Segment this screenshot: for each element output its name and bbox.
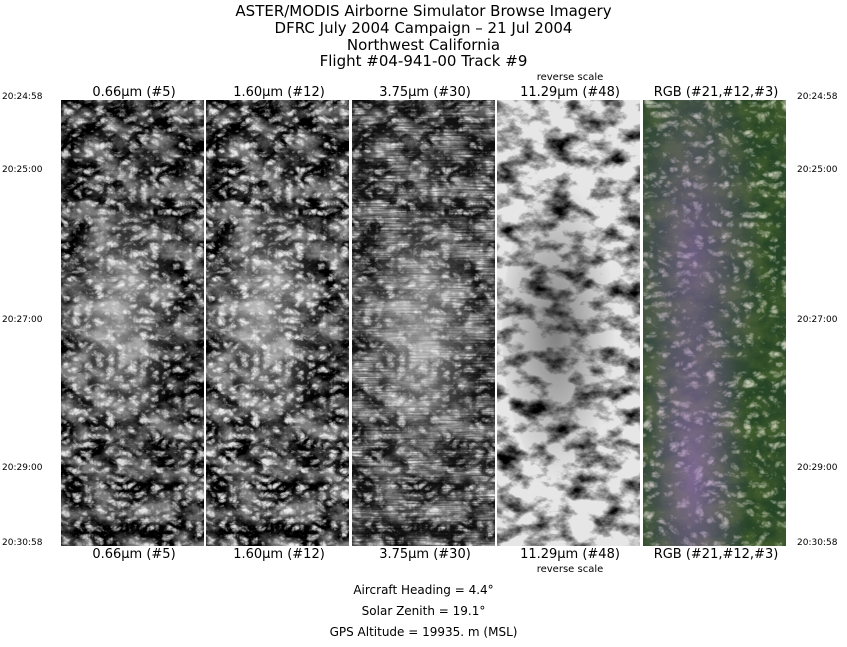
imagery-band-5 bbox=[61, 100, 204, 546]
gps-altitude: GPS Altitude = 19935. m (MSL) bbox=[329, 625, 518, 639]
time-tick-right-5: 20:30:58 bbox=[797, 538, 838, 548]
time-tick-right-1: 20:24:58 bbox=[797, 92, 838, 102]
time-tick-left-5: 20:30:58 bbox=[2, 538, 43, 548]
title-line-2: DFRC July 2004 Campaign – 21 Jul 2004 bbox=[274, 19, 573, 37]
image-panel-band-48 bbox=[497, 100, 640, 546]
band-label-top-2: 1.60μm (#12) bbox=[233, 85, 325, 100]
image-panel-band-5 bbox=[61, 100, 204, 546]
band-label-top-4: 11.29μm (#48) bbox=[520, 85, 620, 100]
title-line-1: ASTER/MODIS Airborne Simulator Browse Im… bbox=[235, 2, 612, 20]
aircraft-heading: Aircraft Heading = 4.4° bbox=[353, 583, 494, 597]
image-panel-band-12 bbox=[206, 100, 349, 546]
band-label-top-3: 3.75μm (#30) bbox=[379, 85, 471, 100]
time-tick-left-1: 20:24:58 bbox=[2, 92, 43, 102]
imagery-band-30 bbox=[352, 100, 495, 546]
image-panel-rgb bbox=[643, 100, 786, 546]
time-tick-right-3: 20:27:00 bbox=[797, 315, 838, 325]
solar-zenith: Solar Zenith = 19.1° bbox=[361, 604, 486, 618]
image-panel-band-30 bbox=[352, 100, 495, 546]
reverse-scale-note-bottom: reverse scale bbox=[536, 564, 604, 575]
band-label-bottom-4: 11.29μm (#48) bbox=[520, 547, 620, 562]
imagery-band-12 bbox=[206, 100, 349, 546]
time-tick-left-2: 20:25:00 bbox=[2, 165, 43, 175]
title-line-3: Northwest California bbox=[346, 36, 501, 54]
imagery-rgb-composite bbox=[643, 100, 786, 546]
band-label-top-1: 0.66μm (#5) bbox=[92, 85, 176, 100]
band-label-bottom-1: 0.66μm (#5) bbox=[92, 547, 176, 562]
band-label-top-5: RGB (#21,#12,#3) bbox=[653, 85, 779, 100]
time-tick-left-3: 20:27:00 bbox=[2, 315, 43, 325]
time-tick-right-2: 20:25:00 bbox=[797, 165, 838, 175]
band-label-bottom-2: 1.60μm (#12) bbox=[233, 547, 325, 562]
title-line-4: Flight #04-941-00 Track #9 bbox=[319, 52, 528, 70]
reverse-scale-note-top: reverse scale bbox=[536, 72, 604, 83]
band-label-bottom-5: RGB (#21,#12,#3) bbox=[653, 547, 779, 562]
imagery-band-48 bbox=[497, 100, 640, 546]
time-tick-right-4: 20:29:00 bbox=[797, 463, 838, 473]
time-tick-left-4: 20:29:00 bbox=[2, 463, 43, 473]
band-label-bottom-3: 3.75μm (#30) bbox=[379, 547, 471, 562]
